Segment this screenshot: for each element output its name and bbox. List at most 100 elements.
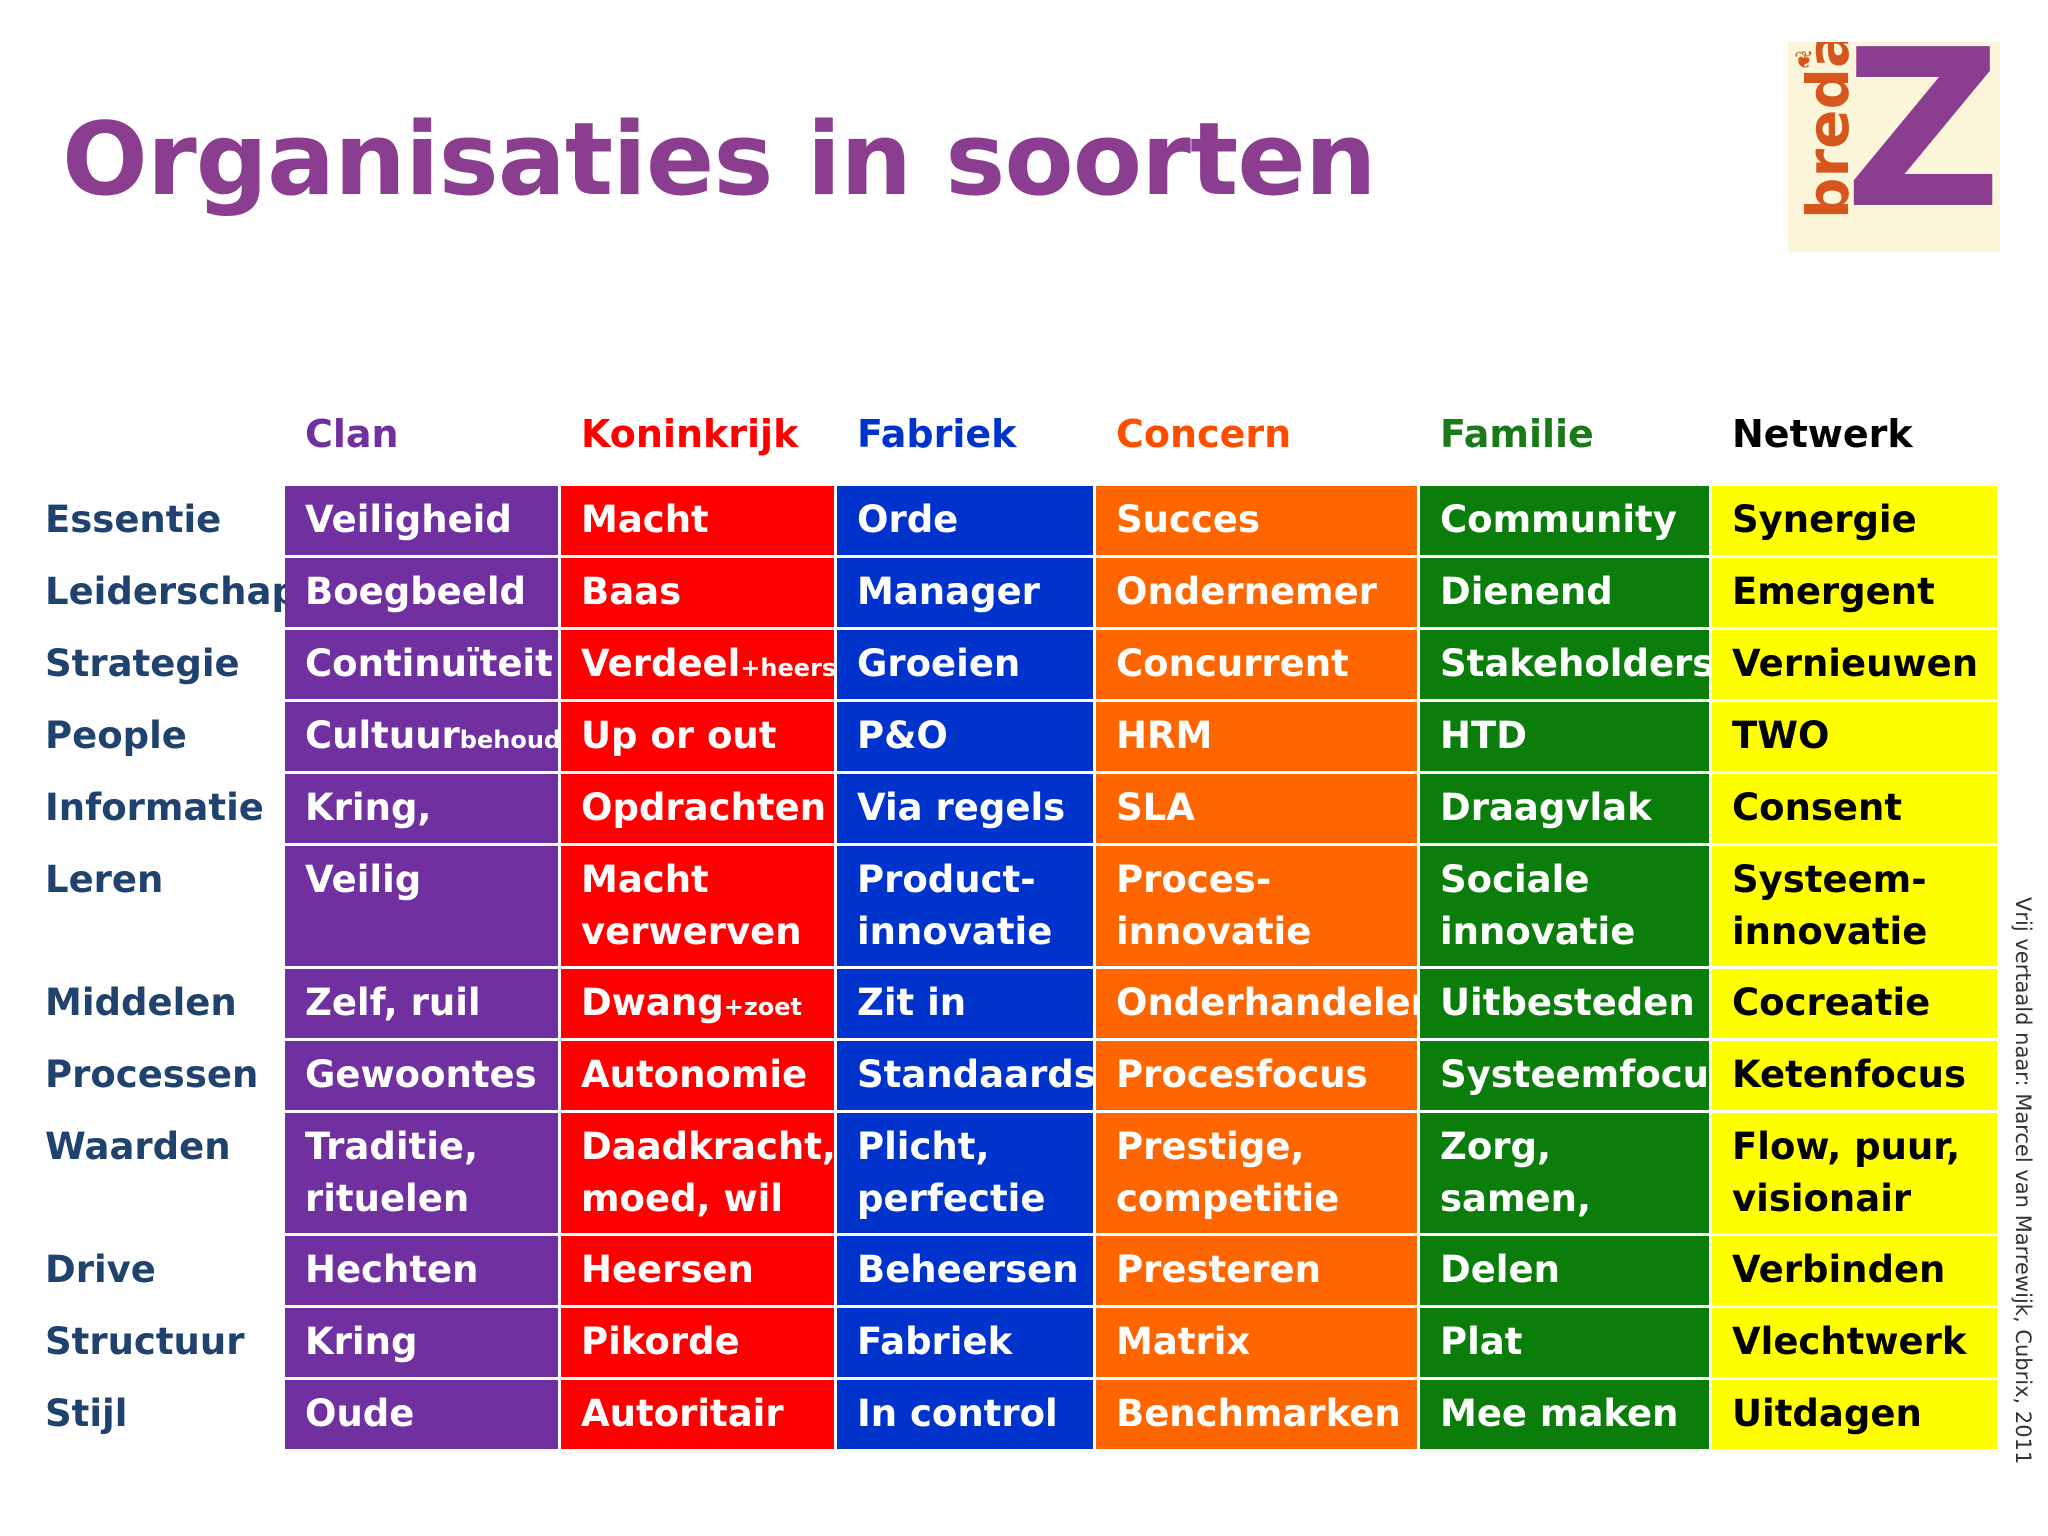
cell-text: Orde [857, 498, 959, 541]
row-label-essentie: Essentie [45, 498, 222, 541]
cell-text: Systeem-innovatie [1732, 858, 1928, 953]
cell-leiderschap-concern: Ondernemer [1096, 558, 1417, 627]
cell-text: Macht [581, 498, 709, 541]
cell-text: Cultuur [305, 714, 460, 757]
cell-text: Continuïteit [305, 642, 553, 685]
cell-text: Daadkracht, moed, wil [581, 1125, 834, 1220]
cell-essentie-netwerk: Synergie [1712, 486, 1997, 555]
cell-text: Pikorde [581, 1320, 740, 1363]
cell-middelen-fabriek: Zit in regels [837, 969, 1093, 1038]
cell-processen-concern: Procesfocus [1096, 1041, 1417, 1110]
cell-informatie-netwerk: Consent [1712, 774, 1997, 843]
cell-leiderschap-koninkrijk: Baas [561, 558, 834, 627]
cell-text: Autoritair [581, 1392, 784, 1435]
row-label-leiderschap: Leiderschap [45, 570, 298, 613]
cell-drive-familie: Delen [1420, 1236, 1709, 1305]
cell-text: Emergent [1732, 570, 1935, 613]
cell-text: Boegbeeld [305, 570, 527, 613]
cell-middelen-familie: Uitbesteden [1420, 969, 1709, 1038]
cell-text: Vernieuwen [1732, 642, 1979, 685]
cell-text: Veilig [305, 858, 422, 901]
row-label-strategie: Strategie [45, 642, 240, 685]
cell-text: Delen [1440, 1248, 1560, 1291]
cell-text: Mee maken [1440, 1392, 1679, 1435]
cell-text: Verbinden [1732, 1248, 1946, 1291]
cell-text: In control [857, 1392, 1058, 1435]
cell-text: Via regels [857, 786, 1066, 829]
cell-text: Onderhandelen [1116, 981, 1417, 1024]
cell-text: Succes [1116, 498, 1260, 541]
cell-text: Uitbesteden [1440, 981, 1695, 1024]
cell-drive-koninkrijk: Heersen [561, 1236, 834, 1305]
cell-middelen-concern: Onderhandelen [1096, 969, 1417, 1038]
cell-structuur-koninkrijk: Pikorde [561, 1308, 834, 1377]
cell-processen-fabriek: Standaards [837, 1041, 1093, 1110]
cell-leren-familie: Sociale innovatie [1420, 846, 1709, 966]
cell-text: Ondernemer [1116, 570, 1377, 613]
cell-text: TWO [1732, 714, 1830, 757]
cell-text: Ketenfocus [1732, 1053, 1967, 1096]
cell-text: HTD [1440, 714, 1527, 757]
cell-strategie-koninkrijk: Verdeel+heers [561, 630, 834, 699]
row-label-leren: Leren [45, 858, 164, 901]
cell-text: Prestige, competitie [1116, 1125, 1340, 1220]
cell-structuur-concern: Matrix [1096, 1308, 1417, 1377]
source-credit: Vrij vertaald naar: Marcel van Marrewijk… [2008, 897, 2038, 1464]
cell-essentie-clan: Veiligheid [285, 486, 558, 555]
row-label-middelen: Middelen [45, 981, 237, 1024]
cell-text: Procesfocus [1116, 1053, 1368, 1096]
cell-text: SLA [1116, 786, 1195, 829]
column-header-familie: Familie [1440, 412, 1594, 456]
cell-leiderschap-fabriek: Manager [837, 558, 1093, 627]
cell-text: Standaards [857, 1053, 1093, 1096]
cell-text: Heersen [581, 1248, 754, 1291]
cell-leren-fabriek: Product-innovatie [837, 846, 1093, 966]
cell-stijl-koninkrijk: Autoritair [561, 1380, 834, 1449]
cell-people-familie: HTD [1420, 702, 1709, 771]
cell-text: Verdeel [581, 642, 741, 685]
cell-informatie-familie: Draagvlak [1420, 774, 1709, 843]
cell-waarden-fabriek: Plicht, perfectie [837, 1113, 1093, 1233]
logo-letter: Z [1844, 42, 2000, 252]
cell-suffix: +zoet [723, 993, 803, 1021]
cell-drive-concern: Presteren [1096, 1236, 1417, 1305]
cell-people-fabriek: P&O [837, 702, 1093, 771]
cell-drive-fabriek: Beheersen [837, 1236, 1093, 1305]
cell-people-clan: Cultuurbehoud [285, 702, 558, 771]
cell-leren-koninkrijk: Macht verwerven [561, 846, 834, 966]
row-label-drive: Drive [45, 1248, 156, 1291]
cell-text: Zit in regels [857, 981, 987, 1038]
column-header-fabriek: Fabriek [857, 412, 1017, 456]
cell-people-koninkrijk: Up or out [561, 702, 834, 771]
cell-drive-clan: Hechten [285, 1236, 558, 1305]
cell-strategie-concern: Concurrent [1096, 630, 1417, 699]
cell-processen-koninkrijk: Autonomie [561, 1041, 834, 1110]
row-label-people: People [45, 714, 187, 757]
cell-processen-clan: Gewoontes [285, 1041, 558, 1110]
cell-essentie-fabriek: Orde [837, 486, 1093, 555]
cell-stijl-clan: Oude wijzen [285, 1380, 558, 1449]
cell-informatie-concern: SLA [1096, 774, 1417, 843]
cell-stijl-familie: Mee maken [1420, 1380, 1709, 1449]
page-title: Organisaties in soorten [62, 100, 1377, 218]
column-header-koninkrijk: Koninkrijk [581, 412, 799, 456]
cell-text: Dienend [1440, 570, 1613, 613]
cell-text: P&O [857, 714, 948, 757]
row-label-informatie: Informatie [45, 786, 264, 829]
cell-text: Kring, groep [305, 786, 432, 843]
cell-text: Traditie, rituelen [305, 1125, 479, 1220]
cell-leiderschap-clan: Boegbeeld [285, 558, 558, 627]
cell-stijl-concern: Benchmarken [1096, 1380, 1417, 1449]
cell-text: Oude wijzen [305, 1392, 438, 1449]
row-label-structuur: Structuur [45, 1320, 245, 1363]
cell-people-concern: HRM [1096, 702, 1417, 771]
cell-text: Benchmarken [1116, 1392, 1401, 1435]
cell-strategie-fabriek: Groeien [837, 630, 1093, 699]
cell-processen-familie: Systeemfocus [1420, 1041, 1709, 1110]
cell-text: Matrix [1116, 1320, 1251, 1363]
cell-text: HRM [1116, 714, 1213, 757]
cell-text: Sociale innovatie [1440, 858, 1636, 953]
brand-logo: ❦ Z breda [1788, 42, 2000, 252]
cell-structuur-netwerk: Vlechtwerk [1712, 1308, 1997, 1377]
cell-waarden-clan: Traditie, rituelen [285, 1113, 558, 1233]
